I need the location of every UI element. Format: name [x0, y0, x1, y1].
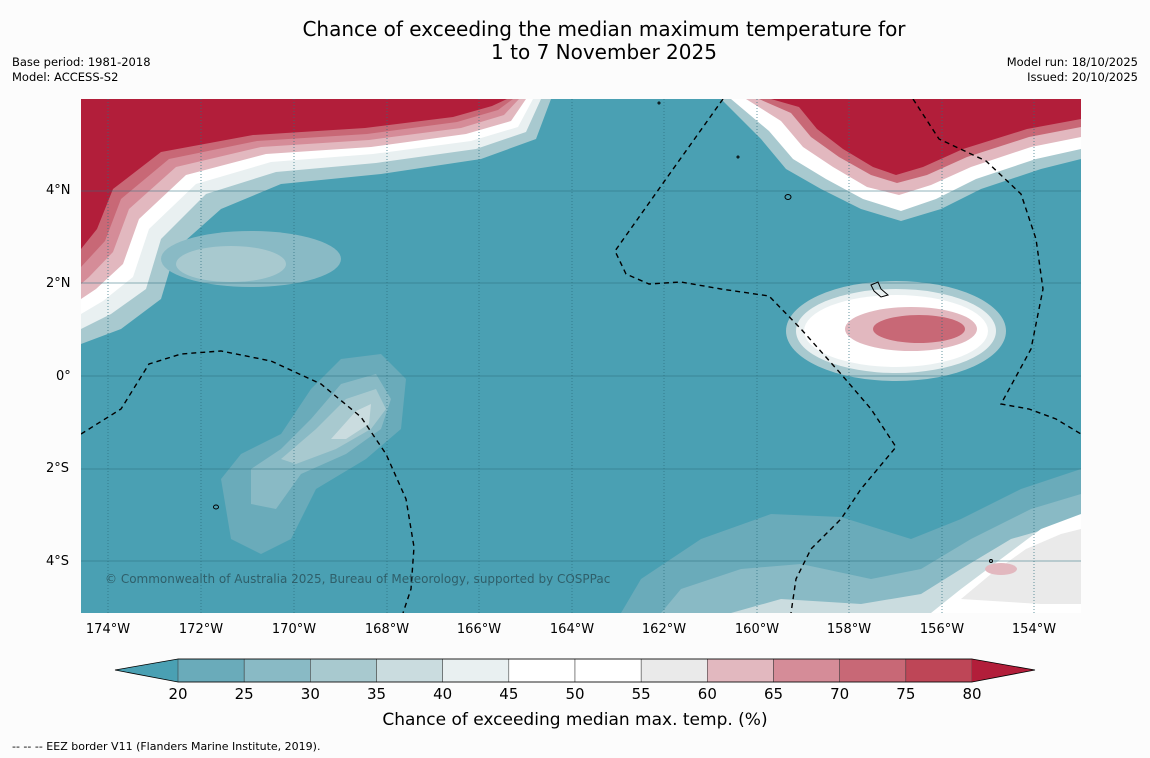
colorbar-cell	[508, 658, 576, 683]
colorbar-tick-label: 45	[499, 685, 519, 703]
colorbar-cell	[376, 658, 443, 683]
colorbar-cell	[243, 658, 311, 683]
southeast-neutral-region	[931, 514, 1081, 613]
colorbar-tick-label: 75	[896, 685, 916, 703]
colorbar-cell	[839, 658, 907, 683]
lat-label-0: 0°	[56, 369, 71, 384]
eez-footnote: -- -- -- EEZ border V11 (Flanders Marine…	[12, 740, 321, 753]
title-line-2: 1 to 7 November 2025	[491, 40, 717, 64]
map-svg	[81, 99, 1081, 613]
lon-label-174w: 174°W	[85, 622, 131, 637]
colorbar-cell	[707, 658, 774, 683]
lon-label-172w: 172°W	[178, 622, 224, 637]
lon-label-164w: 164°W	[549, 622, 595, 637]
colorbar-cell	[905, 658, 973, 683]
colorbar-tick-label: 40	[433, 685, 453, 703]
northwest-warm-region	[81, 99, 551, 344]
colorbar-extend-low	[115, 659, 178, 682]
colorbar-cell	[177, 658, 245, 683]
colorbar-tick-label: 30	[300, 685, 320, 703]
base-period: Base period: 1981-2018	[12, 55, 151, 69]
lat-label-2n: 2°N	[46, 276, 71, 291]
colorbar-tick-label: 20	[168, 685, 188, 703]
colorbar-tick-label: 65	[763, 685, 784, 703]
lon-label-162w: 162°W	[641, 622, 687, 637]
lon-label-156w: 156°W	[919, 622, 965, 637]
colorbar-cell	[310, 658, 377, 683]
colorbar-tick-label: 80	[962, 685, 982, 703]
southwest-neutral-region	[221, 354, 406, 554]
model-name: Model: ACCESS-S2	[12, 70, 119, 84]
colorbar-tick-label: 25	[234, 685, 254, 703]
lat-label-4n: 4°N	[46, 183, 71, 198]
lon-label-158w: 158°W	[826, 622, 872, 637]
colorbar	[114, 658, 1036, 683]
islands	[213, 101, 993, 563]
meta-left: Base period: 1981-2018 Model: ACCESS-S2	[12, 55, 151, 85]
colorbar-label: Chance of exceeding median max. temp. (%…	[382, 710, 768, 730]
lat-label-2s: 2°S	[46, 461, 70, 476]
colorbar-tick-label: 70	[830, 685, 850, 703]
colorbar-extend-high	[972, 659, 1035, 682]
eez-border	[81, 99, 1081, 613]
graticule	[81, 190, 1081, 562]
colorbar-cell	[640, 658, 708, 683]
central-east-warm-spot	[786, 281, 1006, 381]
colorbar-cell	[773, 658, 840, 683]
chart-title: Chance of exceeding the median maximum t…	[0, 18, 1150, 64]
lon-label-170w: 170°W	[271, 622, 317, 637]
lon-label-160w: 160°W	[734, 622, 780, 637]
map-panel	[81, 99, 1081, 613]
lon-label-166w: 166°W	[456, 622, 502, 637]
colorbar-tick-label: 55	[631, 685, 651, 703]
colorbar-cell	[442, 658, 510, 683]
colorbar-cell	[574, 658, 642, 683]
lon-label-154w: 154°W	[1011, 622, 1057, 637]
lon-label-168w: 168°W	[364, 622, 410, 637]
meta-right: Model run: 18/10/2025 Issued: 20/10/2025	[1007, 55, 1138, 85]
lat-label-4s: 4°S	[46, 554, 70, 569]
model-run: Model run: 18/10/2025	[1006, 55, 1138, 69]
northeast-warm-region	[721, 99, 1081, 221]
title-line-1: Chance of exceeding the median maximum t…	[302, 17, 906, 41]
issued-date: Issued: 20/10/2025	[1027, 70, 1138, 84]
colorbar-tick-label: 35	[366, 685, 387, 703]
colorbar-tick-label: 50	[565, 685, 585, 703]
colorbar-tick-label: 60	[697, 685, 717, 703]
copyright-notice: © Commonwealth of Australia 2025, Bureau…	[105, 572, 611, 586]
